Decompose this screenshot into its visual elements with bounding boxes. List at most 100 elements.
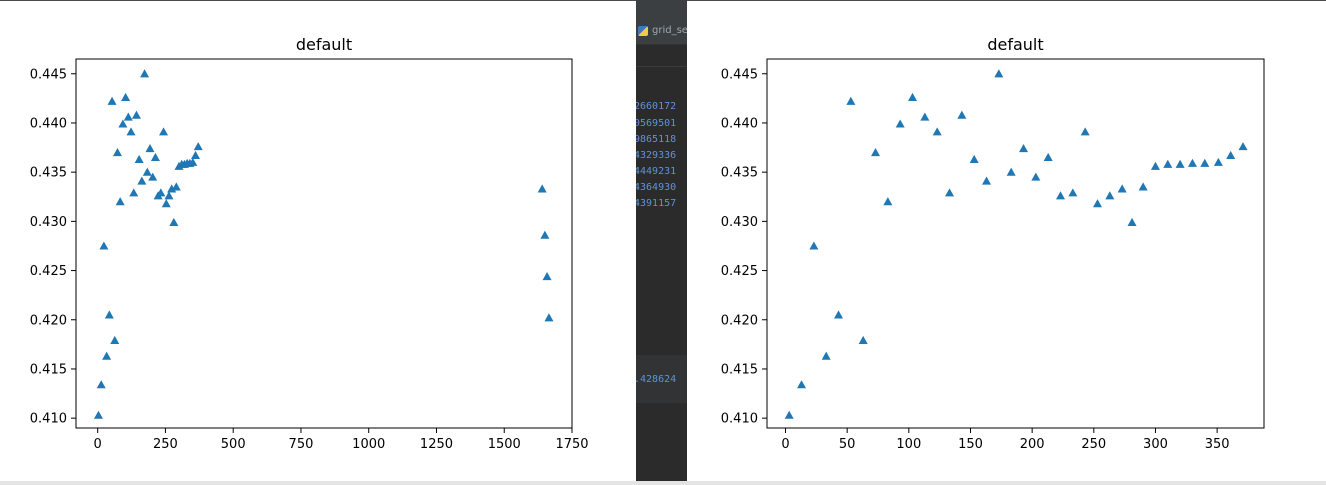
scatter-point [1238, 142, 1248, 151]
scatter-point [96, 380, 106, 389]
scatter-point [102, 351, 112, 360]
scatter-point [797, 380, 807, 389]
x-tick-label: 0 [94, 437, 102, 452]
y-tick-label: 0.410 [30, 412, 67, 427]
scatter-point [1213, 157, 1223, 166]
console-line: 0569501 [636, 118, 677, 129]
console-line: 4391157 [636, 198, 677, 209]
scatter-point [107, 96, 117, 105]
scatter-point [115, 197, 125, 206]
scatter-point [1175, 159, 1185, 168]
x-tick-label: 100 [896, 437, 921, 452]
scatter-point [171, 182, 181, 191]
ide-toolbar [636, 0, 687, 20]
scatter-point [191, 150, 201, 160]
ide-divider [636, 66, 687, 67]
chart-title: default [987, 35, 1043, 54]
x-tick-label: 1250 [420, 437, 453, 452]
y-tick-label: 0.430 [721, 215, 758, 230]
scatter-point [156, 188, 166, 197]
ide-background-window: grid_se 2660172 0569501 9865118 4329336 … [636, 0, 687, 485]
scatter-point [982, 176, 992, 185]
plot-area-frame [766, 58, 1265, 429]
scatter-point [994, 69, 1004, 78]
scatter-point [858, 335, 868, 345]
y-tick-label: 0.420 [721, 313, 758, 328]
scatter-point [1163, 159, 1173, 168]
console-line: 9865118 [636, 134, 677, 145]
ide-tab-label[interactable]: grid_se [652, 25, 687, 36]
console-line: 4449231 [636, 166, 677, 177]
x-tick-label: 200 [1020, 437, 1045, 452]
scatter-point [821, 351, 831, 360]
console-line: .428624 [636, 374, 677, 385]
y-tick-label: 0.425 [30, 264, 67, 279]
scatter-point [1150, 161, 1160, 170]
x-tick-label: 1750 [555, 437, 588, 452]
x-tick-label: 750 [289, 437, 314, 452]
ide-console-panel: .428624 [636, 355, 687, 403]
taskbar-strip [0, 481, 1326, 485]
scatter-point [1031, 172, 1041, 181]
scatter-point [809, 241, 819, 250]
scatter-point [142, 167, 152, 176]
figure-window-left: default 0 250 500 750 1000 1250 1500 1750 0.410 0.… [0, 1, 636, 485]
scatter-point [542, 271, 552, 281]
plot-area-frame [75, 58, 573, 429]
y-tick-label: 0.410 [721, 412, 758, 427]
y-tick-label: 0.445 [721, 67, 758, 82]
scatter-point [1226, 150, 1236, 160]
scatter-point [1043, 152, 1053, 161]
x-tick-label: 250 [1081, 437, 1106, 452]
x-tick-label: 300 [1143, 437, 1168, 452]
scatter-point [871, 147, 881, 157]
scatter-point [93, 410, 103, 419]
scatter-point [1187, 158, 1197, 167]
scatter-point [131, 110, 141, 119]
x-tick-label: 1000 [352, 437, 385, 452]
scatter-point [969, 154, 979, 163]
scatter-point [137, 176, 147, 185]
scatter-point [957, 110, 967, 119]
scatter-point [908, 92, 918, 101]
y-tick-label: 0.425 [721, 264, 758, 279]
scatter-point [883, 197, 893, 206]
scatter-point [1127, 217, 1137, 226]
x-tick-label: 350 [1205, 437, 1230, 452]
x-tick-label: 1500 [488, 437, 521, 452]
y-tick-label: 0.445 [30, 67, 67, 82]
scatter-point [148, 172, 158, 181]
scatter-point [1068, 188, 1078, 197]
ide-tab-bar[interactable]: grid_se [636, 20, 687, 45]
scatter-point [126, 127, 136, 136]
figure-window-right: default 0 50 100 150 200 250 300 350 0.410 0.415 0.… [687, 1, 1326, 485]
y-tick-label: 0.430 [30, 215, 67, 230]
scatter-point [1006, 167, 1016, 176]
scatter-point [118, 119, 128, 128]
scatter-point [123, 112, 133, 121]
y-tick-label: 0.435 [721, 166, 758, 181]
scatter-point [134, 154, 144, 163]
scatter-point [1117, 184, 1127, 193]
scatter-point [1019, 144, 1029, 153]
scatter-point [1138, 182, 1148, 191]
scatter-point [193, 142, 203, 151]
scatter-point [110, 335, 120, 345]
y-tick-label: 0.415 [721, 362, 758, 377]
x-tick-label: 50 [839, 437, 856, 452]
scatter-point [544, 313, 554, 322]
scatter-point [159, 127, 169, 136]
x-tick-label: 150 [958, 437, 983, 452]
y-tick-label: 0.440 [721, 116, 758, 131]
scatter-point [161, 199, 171, 208]
scatter-point [1080, 127, 1090, 136]
scatter-point [169, 217, 179, 226]
scatter-point [834, 310, 844, 319]
x-tick-label: 0 [781, 437, 789, 452]
scatter-chart-right: default 0 50 100 150 200 250 300 350 0.410 0.415 0.… [721, 35, 1265, 452]
scatter-point [895, 119, 905, 128]
scatter-point [1093, 199, 1103, 208]
scatter-point [932, 127, 942, 136]
scatter-point [540, 230, 550, 239]
scatter-point [104, 310, 114, 319]
